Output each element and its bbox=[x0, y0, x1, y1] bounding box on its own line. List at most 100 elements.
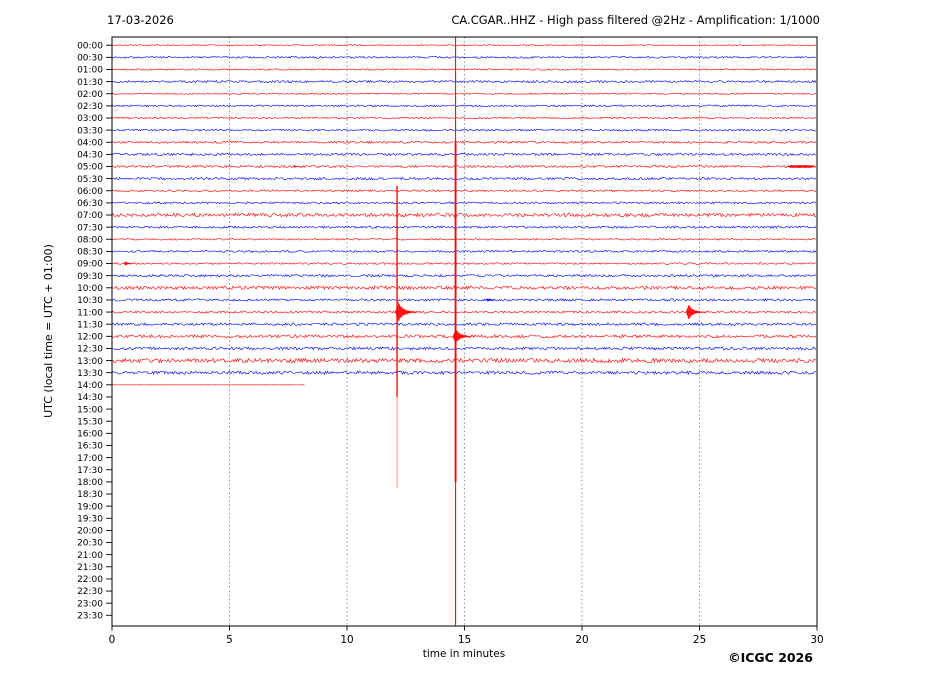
y-tick-label: 05:30 bbox=[77, 175, 103, 185]
y-axis-title: UTC (local time = UTC + 01:00) bbox=[42, 244, 55, 418]
trace-row-11:30 bbox=[111, 322, 817, 327]
y-tick-label: 19:30 bbox=[77, 514, 103, 524]
y-tick-label: 17:00 bbox=[77, 454, 103, 464]
y-tick-label: 10:00 bbox=[77, 284, 103, 294]
y-tick-label: 20:30 bbox=[77, 539, 103, 549]
trace-row-13:30 bbox=[111, 370, 817, 376]
trace-row-13:00 bbox=[111, 357, 817, 364]
y-tick-label: 17:30 bbox=[77, 466, 103, 476]
trace-row-05:00 bbox=[111, 164, 817, 169]
trace-row-07:00 bbox=[111, 212, 817, 218]
y-tick-label: 14:00 bbox=[77, 381, 103, 391]
y-tick-label: 02:00 bbox=[77, 90, 103, 100]
y-tick-label: 06:00 bbox=[77, 187, 103, 197]
y-tick-label: 01:30 bbox=[77, 78, 103, 88]
y-tick-label: 03:30 bbox=[77, 126, 103, 136]
trace-row-10:00 bbox=[111, 285, 817, 291]
minor-burst-0500 bbox=[292, 165, 305, 168]
event-clip-lines bbox=[396, 37, 457, 626]
y-tick-label: 18:00 bbox=[77, 478, 103, 488]
date-label: 17-03-2026 bbox=[107, 13, 174, 27]
copyright-label: ©ICGC 2026 bbox=[728, 650, 813, 665]
y-tick-label: 12:00 bbox=[77, 333, 103, 343]
axis-tick-labels: 0 5 10 15 20 25 30 00:00 00:30 01:00 01:30 02:00 02:… bbox=[77, 41, 824, 646]
y-tick-label: 18:30 bbox=[77, 490, 103, 500]
y-tick-label: 16:00 bbox=[77, 430, 103, 440]
trace-row-09:30 bbox=[111, 273, 817, 278]
x-tick-label: 20 bbox=[575, 634, 588, 646]
y-tick-label: 13:00 bbox=[77, 357, 103, 367]
x-tick-label: 10 bbox=[340, 634, 353, 646]
trace-row-12:30 bbox=[111, 346, 817, 351]
trace-row-01:30 bbox=[111, 79, 817, 84]
x-tick-label: 30 bbox=[810, 634, 823, 646]
trace-row-09:00 bbox=[111, 262, 817, 265]
minor-burst-0900 bbox=[123, 261, 138, 266]
y-tick-label: 21:00 bbox=[77, 551, 103, 561]
small-event-burst-1100 bbox=[685, 304, 709, 320]
trace-row-07:30 bbox=[111, 225, 817, 229]
y-tick-label: 23:30 bbox=[77, 612, 103, 622]
y-tick-label: 12:30 bbox=[77, 345, 103, 355]
y-tick-label: 02:30 bbox=[77, 102, 103, 112]
x-tick-label: 5 bbox=[226, 634, 233, 646]
y-tick-label: 08:30 bbox=[77, 248, 103, 258]
y-tick-label: 07:30 bbox=[77, 223, 103, 233]
x-tick-label: 0 bbox=[109, 634, 116, 646]
gridlines bbox=[229, 37, 700, 626]
y-tick-label: 06:30 bbox=[77, 199, 103, 209]
y-tick-label: 14:30 bbox=[77, 393, 103, 403]
x-axis-title: time in minutes bbox=[423, 648, 505, 660]
trace-row-01:00 bbox=[111, 68, 817, 71]
y-tick-label: 01:00 bbox=[77, 66, 103, 76]
y-tick-label: 04:30 bbox=[77, 151, 103, 161]
y-tick-label: 05:00 bbox=[77, 163, 103, 173]
y-tick-label: 20:00 bbox=[77, 527, 103, 537]
x-tick-label: 25 bbox=[693, 634, 706, 646]
y-tick-label: 09:00 bbox=[77, 260, 103, 270]
trace-row-06:30 bbox=[111, 201, 817, 205]
trace-row-06:00 bbox=[111, 189, 817, 193]
y-tick-label: 10:30 bbox=[77, 296, 103, 306]
y-tick-label: 19:00 bbox=[77, 502, 103, 512]
y-tick-label: 07:00 bbox=[77, 211, 103, 221]
y-tick-label: 03:00 bbox=[77, 114, 103, 124]
minor-burst-1030 bbox=[485, 298, 503, 302]
large-event-burst-1200 bbox=[452, 328, 476, 345]
y-tick-label: 11:00 bbox=[77, 308, 103, 318]
y-tick-label: 22:30 bbox=[77, 587, 103, 597]
trace-row-08:00 bbox=[111, 237, 817, 241]
y-tick-label: 00:30 bbox=[77, 54, 103, 64]
y-tick-label: 08:00 bbox=[77, 235, 103, 245]
plot-title: CA.CGAR..HHZ - High pass filtered @2Hz -… bbox=[451, 13, 820, 27]
y-tick-label: 23:00 bbox=[77, 599, 103, 609]
trace-row-03:30 bbox=[111, 128, 817, 132]
minor-noise-0500-end bbox=[786, 164, 816, 169]
trace-row-04:00 bbox=[111, 140, 817, 145]
trace-row-08:30 bbox=[111, 249, 817, 254]
y-tick-label: 11:30 bbox=[77, 320, 103, 330]
y-tick-label: 04:00 bbox=[77, 138, 103, 148]
trace-row-11:00 bbox=[111, 310, 817, 314]
y-tick-label: 15:30 bbox=[77, 417, 103, 427]
trace-row-03:00 bbox=[111, 116, 817, 120]
y-tick-label: 13:30 bbox=[77, 369, 103, 379]
y-tick-label: 22:00 bbox=[77, 575, 103, 585]
trace-row-00:00 bbox=[111, 44, 817, 47]
trace-row-10:30 bbox=[111, 298, 817, 302]
y-tick-label: 15:00 bbox=[77, 405, 103, 415]
trace-row-05:30 bbox=[111, 176, 817, 181]
event-bursts bbox=[123, 164, 816, 345]
trace-row-00:30 bbox=[111, 55, 817, 59]
seismic-traces bbox=[111, 44, 817, 386]
trace-row-02:30 bbox=[111, 104, 817, 108]
trace-row-04:30 bbox=[111, 152, 817, 157]
axis-ticks bbox=[106, 44, 818, 631]
y-tick-label: 09:30 bbox=[77, 272, 103, 282]
y-tick-label: 21:30 bbox=[77, 563, 103, 573]
x-tick-label: 15 bbox=[458, 634, 471, 646]
y-tick-label: 16:30 bbox=[77, 442, 103, 452]
large-event-burst-1100 bbox=[395, 301, 420, 323]
trace-row-02:00 bbox=[111, 92, 817, 95]
